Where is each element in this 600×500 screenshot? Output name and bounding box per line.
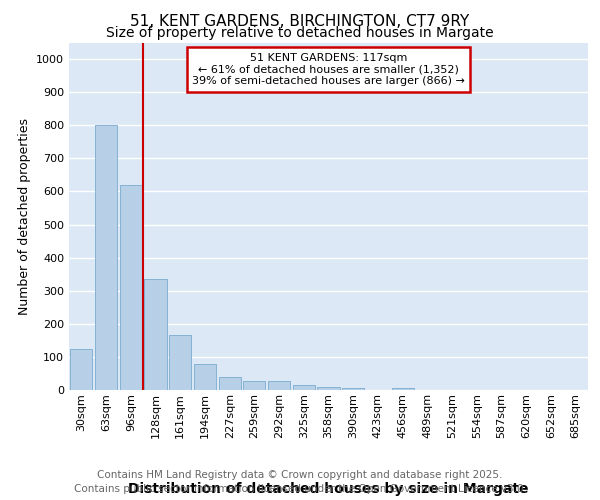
Bar [194,364,216,390]
Bar [268,381,290,390]
Y-axis label: Number of detached properties: Number of detached properties [17,118,31,315]
Text: 51 KENT GARDENS: 117sqm
← 61% of detached houses are smaller (1,352)
39% of semi: 51 KENT GARDENS: 117sqm ← 61% of detache… [192,53,465,86]
Bar [95,125,117,390]
Bar [169,336,191,390]
Text: 51, KENT GARDENS, BIRCHINGTON, CT7 9RY: 51, KENT GARDENS, BIRCHINGTON, CT7 9RY [130,14,470,29]
Text: Contains HM Land Registry data © Crown copyright and database right 2025.
Contai: Contains HM Land Registry data © Crown c… [74,470,526,494]
Bar [218,377,241,390]
Bar [293,385,315,390]
Bar [243,381,265,390]
Bar [119,185,142,390]
Bar [392,388,414,390]
Bar [342,388,364,390]
Bar [70,348,92,390]
Bar [317,386,340,390]
X-axis label: Distribution of detached houses by size in Margate: Distribution of detached houses by size … [128,482,529,496]
Bar [145,279,167,390]
Text: Size of property relative to detached houses in Margate: Size of property relative to detached ho… [106,26,494,40]
